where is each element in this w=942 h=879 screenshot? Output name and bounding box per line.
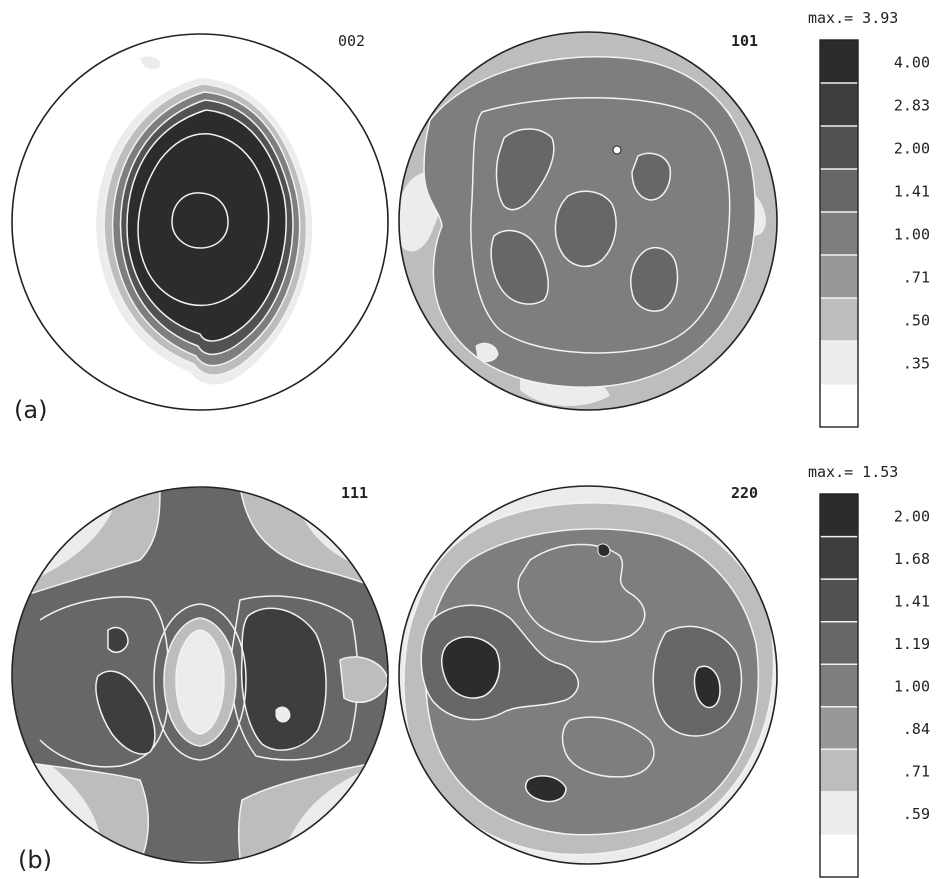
pole-figure-title: 002 bbox=[338, 32, 365, 50]
legend-swatch bbox=[820, 212, 858, 255]
legend-swatch bbox=[820, 536, 858, 580]
contour-line bbox=[171, 192, 229, 249]
contour-band bbox=[490, 229, 549, 305]
legend-level-label: 1.00 bbox=[894, 226, 930, 244]
pole-figure-101-outline bbox=[398, 31, 778, 411]
contour-line bbox=[470, 97, 731, 354]
contour-band bbox=[441, 636, 501, 699]
legend-swatch bbox=[820, 494, 858, 537]
legend-swatch bbox=[820, 126, 858, 169]
pole-figure-220: 220 bbox=[398, 484, 778, 865]
legend-frame bbox=[819, 39, 859, 428]
legend-swatch bbox=[820, 834, 858, 877]
contour-band bbox=[524, 775, 567, 803]
contour-band bbox=[275, 706, 291, 723]
legend-level-label: 2.00 bbox=[894, 140, 930, 158]
pole-figure-002: 002 bbox=[11, 32, 389, 411]
contour-band bbox=[95, 670, 156, 755]
legend-swatch bbox=[820, 621, 858, 665]
legend-level-label: 1.00 bbox=[894, 678, 930, 696]
legend-swatch bbox=[820, 40, 858, 83]
contour-band bbox=[630, 246, 679, 312]
legend-level-label: 1.19 bbox=[894, 635, 930, 653]
contour-band bbox=[140, 56, 161, 70]
legend-level-label: .71 bbox=[903, 763, 930, 781]
legend-level-label: .59 bbox=[903, 805, 930, 823]
pole-figure-220-outline bbox=[398, 485, 778, 865]
legend-swatch bbox=[820, 749, 858, 792]
legend-level-label: .71 bbox=[903, 269, 930, 287]
contour-band bbox=[107, 626, 129, 653]
contour-band bbox=[597, 543, 611, 557]
contour-dot bbox=[612, 145, 622, 155]
legend-level-label: 2.83 bbox=[894, 97, 930, 115]
legend-swatch bbox=[820, 579, 858, 622]
contour-band bbox=[240, 607, 327, 751]
contour-band bbox=[693, 665, 721, 709]
contour-band bbox=[495, 128, 555, 211]
legend-max-value: max.= 3.93 bbox=[808, 9, 898, 27]
legend-swatch bbox=[820, 169, 858, 212]
legend-swatch bbox=[820, 791, 858, 835]
legend-level-label: 4.00 bbox=[894, 54, 930, 72]
legend-level-label: .35 bbox=[903, 355, 930, 373]
legend-swatch bbox=[820, 298, 858, 341]
legend-level-label: 2.00 bbox=[894, 507, 930, 525]
legend-level-label: 1.41 bbox=[894, 183, 930, 201]
pole-figure-title: 111 bbox=[341, 484, 368, 502]
contour-band bbox=[554, 190, 617, 268]
contour-band bbox=[631, 152, 672, 201]
panel-label: (a) bbox=[14, 396, 47, 424]
contour-band bbox=[561, 716, 655, 778]
pole-figure-101-contours bbox=[399, 56, 766, 407]
legend-max-value: max.= 1.53 bbox=[808, 463, 898, 481]
pole-figure-title: 220 bbox=[731, 484, 758, 502]
pole-figure-220-contours bbox=[403, 502, 775, 856]
legend-swatch bbox=[820, 255, 858, 298]
legend-swatch bbox=[820, 83, 858, 126]
panel-label: (b) bbox=[18, 846, 52, 874]
legend-level-label: 1.68 bbox=[894, 550, 930, 568]
contour-band bbox=[475, 342, 499, 362]
legend-scale: 4.00 2.83 2.00 1.41 1.00 .71 .50 .35 bbox=[819, 39, 930, 428]
legend-level-label: 1.41 bbox=[894, 592, 930, 610]
legend-scale: 2.00 1.68 1.41 1.19 1.00 .84 .71 .59 bbox=[819, 493, 930, 878]
legend-swatch bbox=[820, 706, 858, 750]
legend-swatch bbox=[820, 664, 858, 707]
legend-swatch bbox=[820, 341, 858, 384]
pole-figure-title: 101 bbox=[731, 32, 758, 50]
pole-figure-111-contours bbox=[12, 487, 388, 863]
pole-figure-111-outline bbox=[11, 486, 389, 864]
contour-band bbox=[175, 629, 225, 735]
legend-swatch bbox=[820, 384, 858, 427]
pole-figure-002-outline bbox=[11, 33, 389, 411]
contour-line bbox=[137, 133, 270, 307]
contour-line bbox=[153, 603, 247, 761]
pole-figure-101: 101 bbox=[398, 31, 778, 411]
pole-figure-111: 111 bbox=[11, 484, 389, 864]
legend-level-label: .50 bbox=[903, 312, 930, 330]
pole-figure-002-contours bbox=[96, 56, 313, 385]
legend-level-label: .84 bbox=[903, 720, 930, 738]
legend-frame bbox=[819, 493, 859, 878]
